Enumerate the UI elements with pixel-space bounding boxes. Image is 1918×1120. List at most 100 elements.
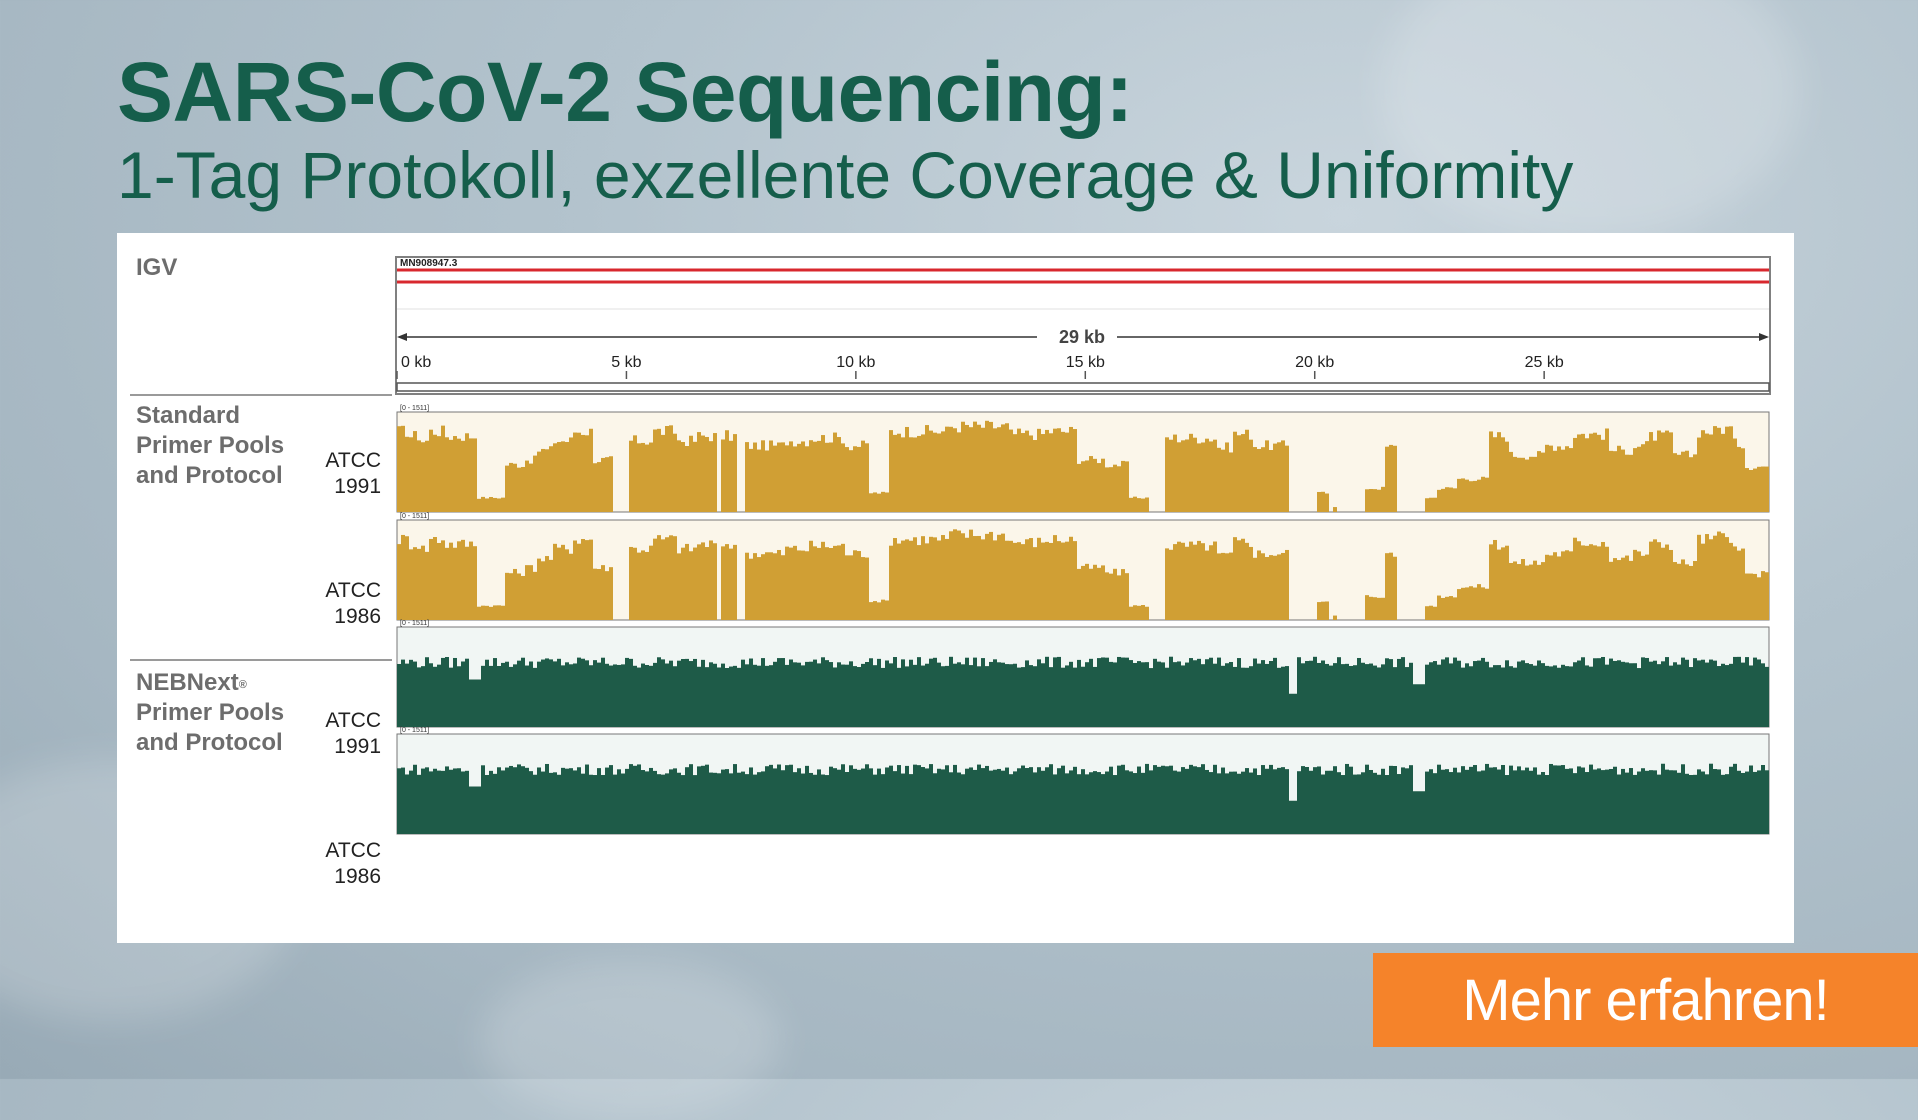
coverage-bar bbox=[1601, 656, 1605, 727]
coverage-bar bbox=[1393, 445, 1397, 512]
coverage-bar bbox=[1697, 660, 1701, 727]
coverage-bar bbox=[1629, 560, 1633, 620]
coverage-bar bbox=[561, 767, 565, 834]
coverage-bar bbox=[1041, 434, 1045, 512]
coverage-bar bbox=[769, 552, 773, 620]
coverage-bar bbox=[721, 769, 725, 834]
coverage-bar bbox=[669, 425, 673, 512]
coverage-bar bbox=[529, 463, 533, 512]
coverage-bar bbox=[597, 462, 601, 512]
coverage-bar bbox=[545, 658, 549, 727]
coverage-bar bbox=[1609, 768, 1613, 834]
coverage-bar bbox=[1045, 541, 1049, 620]
coverage-bar bbox=[1217, 773, 1221, 834]
group-label-standard: Standard Primer Pools and Protocol bbox=[136, 402, 285, 489]
coverage-bar bbox=[1073, 766, 1077, 834]
coverage-bar bbox=[997, 768, 1001, 834]
coverage-bar bbox=[1417, 791, 1421, 834]
coverage-bar bbox=[813, 659, 817, 727]
coverage-bar bbox=[1541, 452, 1545, 512]
coverage-bar bbox=[981, 427, 985, 512]
coverage-bar bbox=[1345, 763, 1349, 834]
coverage-bar bbox=[1341, 775, 1345, 834]
coverage-bar bbox=[869, 602, 873, 620]
coverage-bar bbox=[497, 767, 501, 834]
coverage-bar bbox=[949, 426, 953, 512]
coverage-bar bbox=[1077, 463, 1081, 512]
coverage-bar bbox=[817, 547, 821, 620]
coverage-bar bbox=[741, 659, 745, 727]
coverage-bar bbox=[1029, 435, 1033, 512]
coverage-bar bbox=[597, 768, 601, 834]
coverage-bar bbox=[581, 434, 585, 512]
coverage-bar bbox=[669, 535, 673, 620]
coverage-bar bbox=[1005, 664, 1009, 727]
coverage-bar bbox=[1177, 661, 1181, 727]
coverage-bar bbox=[909, 774, 913, 834]
coverage-bar bbox=[585, 540, 589, 620]
coverage-bar bbox=[1665, 769, 1669, 834]
coverage-bar bbox=[1549, 555, 1553, 620]
coverage-bar bbox=[1429, 497, 1433, 512]
coverage-bar bbox=[641, 442, 645, 512]
coverage-bar bbox=[1737, 446, 1741, 512]
coverage-bar bbox=[1209, 772, 1213, 834]
coverage-bar bbox=[1481, 770, 1485, 834]
coverage-bar bbox=[1397, 658, 1401, 727]
coverage-bar bbox=[1753, 657, 1757, 727]
coverage-bar bbox=[1089, 456, 1093, 512]
coverage-bar bbox=[1473, 765, 1477, 834]
coverage-bar bbox=[501, 605, 505, 620]
coverage-bar bbox=[1013, 542, 1017, 620]
coverage-bar bbox=[921, 767, 925, 834]
coverage-bar bbox=[1053, 535, 1057, 620]
coverage-bar bbox=[1049, 433, 1053, 512]
coverage-bar bbox=[609, 456, 613, 512]
coverage-bar bbox=[473, 786, 477, 834]
coverage-bar bbox=[829, 548, 833, 620]
coverage-bar bbox=[1689, 667, 1693, 727]
coverage-bar bbox=[1669, 432, 1673, 512]
coverage-bar bbox=[1613, 660, 1617, 727]
coverage-bar bbox=[845, 447, 849, 512]
coverage-bar bbox=[497, 665, 501, 727]
coverage-bar bbox=[1665, 430, 1669, 512]
learn-more-button[interactable]: Mehr erfahren! bbox=[1373, 953, 1918, 1047]
coverage-bar bbox=[837, 545, 841, 620]
coverage-bar bbox=[981, 539, 985, 620]
coverage-bar bbox=[1177, 541, 1181, 620]
coverage-bar bbox=[1389, 659, 1393, 727]
coverage-bar bbox=[729, 666, 733, 727]
coverage-bar bbox=[1221, 552, 1225, 620]
coverage-bar bbox=[905, 426, 909, 512]
coverage-bar bbox=[1761, 765, 1765, 834]
coverage-bar bbox=[785, 765, 789, 834]
coverage-bar bbox=[885, 600, 889, 620]
coverage-bar bbox=[1693, 658, 1697, 727]
coverage-bar bbox=[1477, 660, 1481, 727]
coverage-bar bbox=[645, 551, 649, 620]
coverage-bar bbox=[553, 543, 557, 620]
coverage-bar bbox=[1105, 771, 1109, 834]
coverage-bar bbox=[1369, 663, 1373, 727]
coverage-bar bbox=[1377, 667, 1381, 727]
coverage-bar bbox=[1169, 765, 1173, 834]
coverage-bar bbox=[1737, 550, 1741, 620]
coverage-bar bbox=[1149, 668, 1153, 727]
coverage-bar bbox=[825, 547, 829, 620]
coverage-bar bbox=[941, 535, 945, 620]
coverage-bar bbox=[409, 437, 413, 512]
coverage-bar bbox=[481, 496, 485, 512]
reference-name: MN908947.3 bbox=[400, 258, 458, 269]
ruler-tick-label: 0 kb bbox=[401, 354, 431, 371]
coverage-bar bbox=[825, 775, 829, 834]
coverage-bar bbox=[685, 543, 689, 620]
coverage-bar bbox=[541, 448, 545, 512]
coverage-bar bbox=[881, 774, 885, 834]
coverage-bar bbox=[441, 657, 445, 727]
coverage-bar bbox=[1049, 764, 1053, 834]
coverage-bar bbox=[1125, 573, 1129, 620]
coverage-bar bbox=[1009, 774, 1013, 834]
coverage-bar bbox=[1093, 458, 1097, 512]
coverage-bar bbox=[921, 536, 925, 620]
